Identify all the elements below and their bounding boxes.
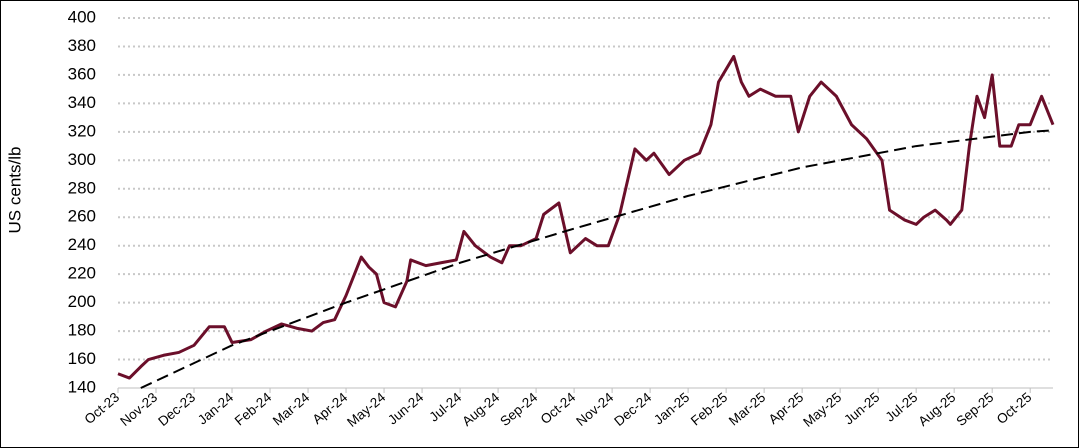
y-tick-label: 260 xyxy=(68,207,96,226)
x-tick-label: Jun-25 xyxy=(841,390,882,428)
x-tick-label: Mar-24 xyxy=(270,389,313,428)
x-tick-label: Aug-24 xyxy=(459,389,502,429)
y-tick-label: 140 xyxy=(68,377,96,396)
x-tick-label: Feb-24 xyxy=(232,389,275,428)
y-tick-label: 380 xyxy=(68,36,96,55)
x-tick-label: Jun-24 xyxy=(385,389,427,427)
x-tick-label: Dec-23 xyxy=(155,390,198,429)
y-tick-label: 400 xyxy=(68,7,96,26)
x-tick-label: Oct-24 xyxy=(538,389,579,427)
y-tick-label: 280 xyxy=(68,178,96,197)
trend-line xyxy=(140,129,1054,389)
y-tick-label: 320 xyxy=(68,121,96,140)
x-tick-label: Jan-24 xyxy=(195,389,237,427)
y-tick-label: 180 xyxy=(68,321,96,340)
price-line xyxy=(117,54,1055,380)
x-tick-label: May-25 xyxy=(800,390,844,430)
x-tick-label: Sep-25 xyxy=(953,390,996,429)
x-tick-label: Oct-25 xyxy=(994,390,1035,428)
x-tick-label: Sep-24 xyxy=(497,389,540,429)
x-tick-label: May-24 xyxy=(344,389,389,430)
x-tick-label: Jan-25 xyxy=(651,390,692,428)
x-tick-label: Nov-23 xyxy=(117,390,160,429)
y-tick-label: 300 xyxy=(68,150,96,169)
x-tick-label: Jul-25 xyxy=(883,390,921,425)
y-tick-label: 160 xyxy=(68,349,96,368)
y-tick-label: 200 xyxy=(68,292,96,311)
y-axis-title: US cents/lb xyxy=(5,147,24,234)
x-tick-label: Mar-25 xyxy=(726,390,768,429)
y-tick-label: 240 xyxy=(68,235,96,254)
y-tick-label: 220 xyxy=(68,264,96,283)
x-tick-label: Apr-25 xyxy=(766,390,807,428)
y-tick-label: 340 xyxy=(68,93,96,112)
x-tick-label: Aug-25 xyxy=(915,390,958,429)
y-tick-label: 360 xyxy=(68,64,96,83)
x-tick-label: Apr-24 xyxy=(310,389,351,427)
x-tick-label: Dec-24 xyxy=(611,389,654,429)
x-tick-label: Jul-24 xyxy=(426,389,464,424)
x-tick-label: Feb-25 xyxy=(688,390,730,429)
x-tick-label: Nov-24 xyxy=(573,389,616,429)
